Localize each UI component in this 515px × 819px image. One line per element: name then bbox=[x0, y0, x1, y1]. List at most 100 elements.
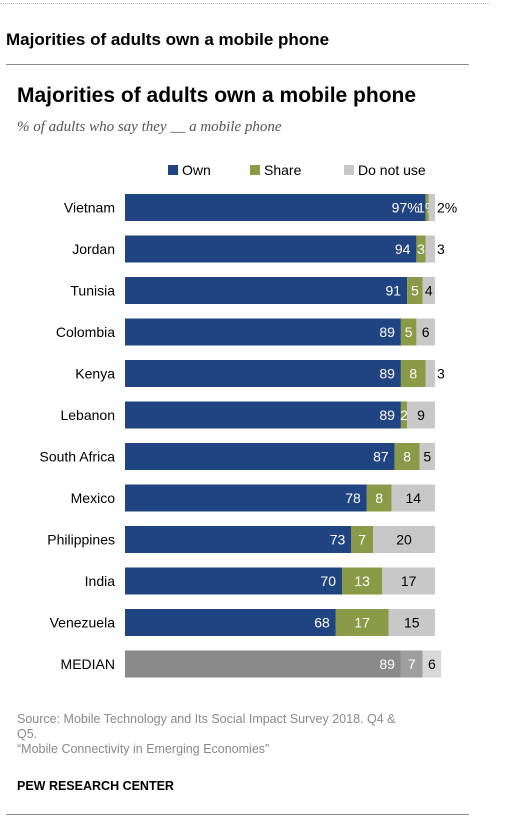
data-label: 6 bbox=[422, 324, 430, 340]
data-label: 6 bbox=[428, 656, 436, 672]
data-label: 2 bbox=[400, 407, 408, 423]
bar-do-not-use bbox=[407, 401, 435, 429]
category-label: Venezuela bbox=[50, 615, 116, 631]
bar-own bbox=[125, 277, 408, 304]
data-label: 70 bbox=[320, 573, 336, 589]
data-label: 5 bbox=[405, 324, 413, 340]
data-label: 8 bbox=[375, 490, 383, 506]
data-label: 7 bbox=[358, 532, 366, 548]
bar-own bbox=[125, 360, 401, 387]
category-label: Tunisia bbox=[70, 283, 115, 299]
bar-own bbox=[125, 609, 336, 636]
data-label: 73 bbox=[330, 532, 346, 548]
bar-share bbox=[394, 443, 420, 470]
data-label: 8 bbox=[409, 366, 417, 382]
footer-rule bbox=[6, 814, 469, 815]
bar-share bbox=[342, 567, 383, 595]
data-label: 91 bbox=[386, 283, 402, 299]
data-label: 20 bbox=[396, 532, 412, 548]
source-line-3: “Mobile Connectivity in Emerging Economi… bbox=[17, 742, 270, 756]
bar-share bbox=[400, 401, 408, 429]
bar-own bbox=[125, 443, 395, 470]
legend-swatch-2 bbox=[344, 165, 354, 175]
data-label: 17 bbox=[354, 615, 370, 631]
category-label: South Africa bbox=[40, 449, 116, 465]
heading-rule bbox=[6, 64, 469, 65]
bar-own bbox=[125, 650, 401, 678]
bar-do-not-use bbox=[422, 277, 435, 304]
bar-share bbox=[400, 650, 423, 678]
bar-do-not-use bbox=[428, 194, 435, 221]
chart-subtitle: % of adults who say they __ a mobile pho… bbox=[17, 119, 282, 135]
bar-share bbox=[407, 277, 423, 304]
data-label: 89 bbox=[379, 324, 395, 340]
bar-share bbox=[400, 318, 417, 346]
bar-share bbox=[335, 609, 389, 636]
bar-do-not-use bbox=[388, 609, 435, 636]
bar-do-not-use bbox=[416, 318, 435, 346]
data-label: 97% bbox=[392, 200, 420, 216]
legend-swatch-0 bbox=[168, 165, 178, 175]
data-label: 89 bbox=[379, 366, 395, 382]
legend-label-1: Share bbox=[264, 162, 302, 178]
data-label: 17 bbox=[401, 573, 417, 589]
top-dotted-rule bbox=[0, 3, 490, 4]
bar-do-not-use bbox=[382, 567, 435, 595]
data-label: 5 bbox=[423, 449, 431, 465]
bar-own bbox=[125, 318, 401, 346]
bar-own bbox=[125, 567, 342, 595]
data-label: 89 bbox=[379, 656, 395, 672]
data-label: 89 bbox=[379, 407, 395, 423]
legend-label-0: Own bbox=[182, 162, 211, 178]
data-label: 3 bbox=[417, 241, 425, 257]
bar-share bbox=[425, 194, 429, 221]
data-label: 13 bbox=[354, 573, 370, 589]
bar-own bbox=[125, 194, 426, 221]
bar-own bbox=[125, 401, 401, 429]
page-heading: Majorities of adults own a mobile phone bbox=[6, 30, 330, 49]
org-name: PEW RESEARCH CENTER bbox=[17, 779, 174, 793]
category-label: MEDIAN bbox=[61, 656, 115, 672]
category-label: Colombia bbox=[56, 324, 115, 340]
source-line-2: Q5. bbox=[17, 727, 38, 741]
bar-do-not-use bbox=[373, 526, 435, 553]
data-label: 87 bbox=[373, 449, 389, 465]
bar-do-not-use bbox=[391, 484, 435, 512]
data-label: 9 bbox=[417, 407, 425, 423]
source-line-1: Source: Mobile Technology and Its Social… bbox=[17, 712, 396, 726]
source-note: Source: Mobile Technology and Its Social… bbox=[17, 712, 447, 757]
data-label: 94 bbox=[395, 241, 411, 257]
bar-own bbox=[125, 526, 352, 553]
bar-share bbox=[366, 484, 392, 512]
data-label: 5 bbox=[411, 283, 419, 299]
data-label: 8 bbox=[403, 449, 411, 465]
bar-do-not-use bbox=[425, 360, 435, 387]
data-label: 2% bbox=[437, 200, 457, 216]
category-label: Mexico bbox=[71, 490, 116, 506]
bar-share bbox=[416, 235, 426, 263]
data-label: 68 bbox=[314, 615, 330, 631]
bar-share bbox=[351, 526, 373, 553]
legend-label-2: Do not use bbox=[358, 162, 426, 178]
data-label: 3 bbox=[437, 366, 445, 382]
bar-do-not-use bbox=[422, 650, 442, 678]
data-label: 7 bbox=[408, 656, 416, 672]
bar-own bbox=[125, 484, 367, 512]
category-label: Kenya bbox=[75, 366, 115, 382]
data-label: 78 bbox=[345, 490, 361, 506]
data-label: 15 bbox=[404, 615, 420, 631]
legend-swatch-1 bbox=[250, 165, 260, 175]
bar-share bbox=[400, 360, 426, 387]
data-label: 14 bbox=[406, 490, 422, 506]
bar-do-not-use bbox=[419, 443, 435, 470]
category-label: Philippines bbox=[47, 532, 115, 548]
category-label: Jordan bbox=[72, 241, 115, 257]
chart-title: Majorities of adults own a mobile phone bbox=[17, 84, 417, 107]
category-label: Vietnam bbox=[64, 200, 115, 216]
category-label: Lebanon bbox=[60, 407, 115, 423]
bar-do-not-use bbox=[425, 235, 435, 263]
bar-own bbox=[125, 235, 417, 263]
data-label: 4 bbox=[425, 283, 433, 299]
category-label: India bbox=[85, 573, 116, 589]
